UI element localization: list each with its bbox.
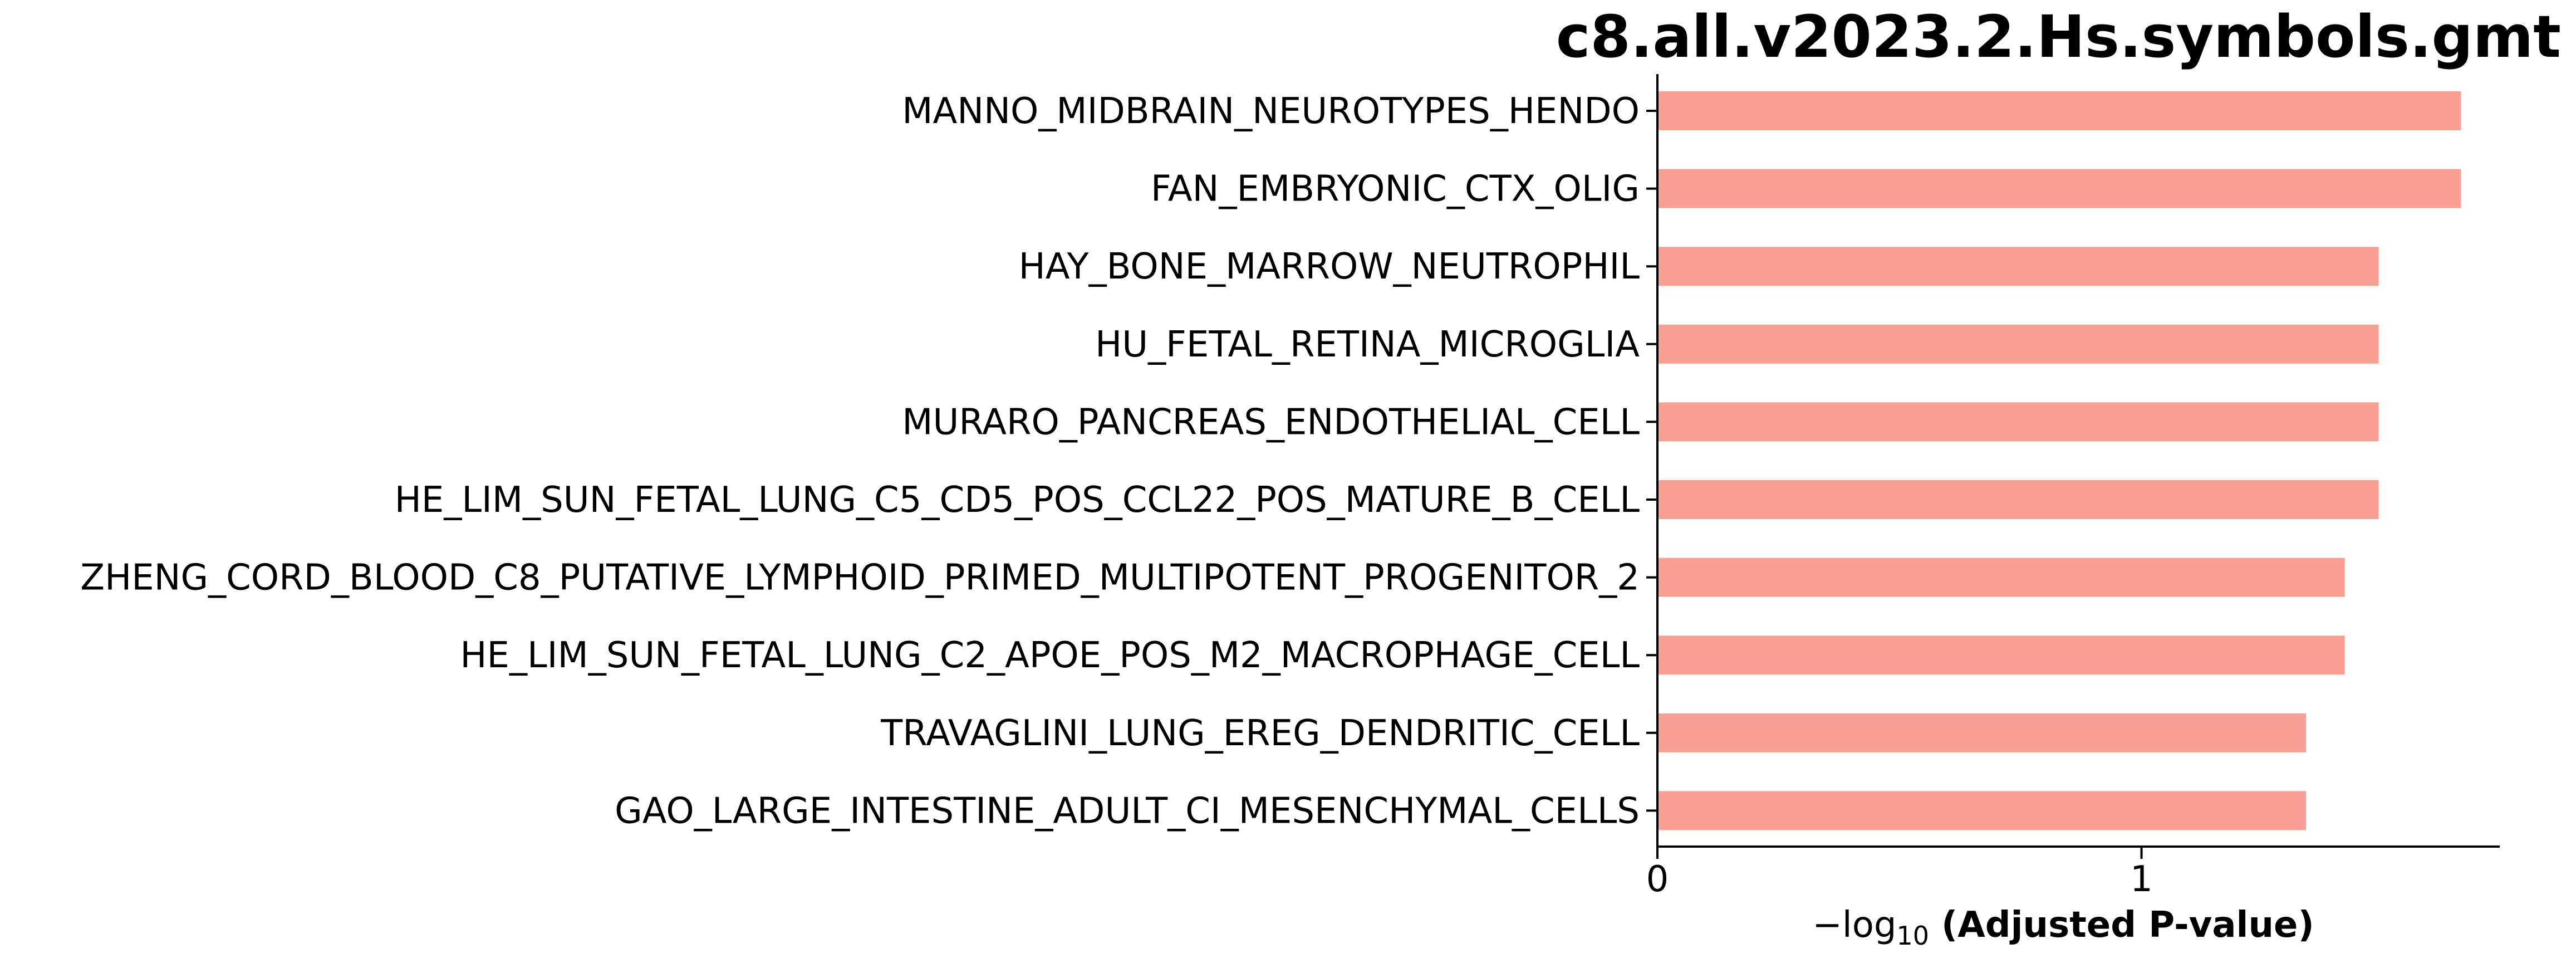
- bar-9: [1657, 791, 2307, 830]
- category-label-5: HE_LIM_SUN_FETAL_LUNG_C5_CD5_POS_CCL22_P…: [395, 480, 1640, 521]
- category-label-8: TRAVAGLINI_LUNG_EREG_DENDRITIC_CELL: [880, 713, 1640, 754]
- x-axis-label-bold: (Adjusted P-value): [1941, 905, 2314, 946]
- category-label-7: HE_LIM_SUN_FETAL_LUNG_C2_APOE_POS_M2_MAC…: [460, 635, 1640, 676]
- bar-1: [1657, 169, 2461, 208]
- category-label-3: HU_FETAL_RETINA_MICROGLIA: [1095, 324, 1640, 365]
- bar-5: [1657, 480, 2379, 519]
- bar-6: [1657, 558, 2345, 597]
- chart-title: c8.all.v2023.2.Hs.symbols.gmt: [1556, 3, 2561, 71]
- category-labels: MANNO_MIDBRAIN_NEUROTYPES_HENDO FAN_EMBRY…: [80, 91, 1657, 832]
- x-tick-label-0: 0: [1646, 859, 1669, 900]
- bar-2: [1657, 247, 2379, 286]
- x-tick-label-1: 1: [2130, 859, 2153, 900]
- bars-group: [1657, 91, 2461, 830]
- category-label-9: GAO_LARGE_INTESTINE_ADULT_CI_MESENCHYMAL…: [615, 790, 1640, 832]
- category-label-4: MURARO_PANCREAS_ENDOTHELIAL_CELL: [902, 402, 1640, 443]
- bar-7: [1657, 636, 2345, 675]
- x-axis-label-prefix: −log: [1812, 905, 1896, 946]
- bar-3: [1657, 324, 2379, 364]
- x-axis-label: −log10 (Adjusted P-value): [1812, 905, 2314, 951]
- category-label-0: MANNO_MIDBRAIN_NEUROTYPES_HENDO: [902, 91, 1640, 132]
- bar-8: [1657, 713, 2307, 752]
- x-axis-label-subscript: 10: [1896, 921, 1929, 951]
- category-label-2: HAY_BONE_MARROW_NEUTROPHIL: [1019, 246, 1640, 287]
- bar-0: [1657, 91, 2461, 130]
- category-label-1: FAN_EMBRYONIC_CTX_OLIG: [1151, 169, 1640, 210]
- category-label-6: ZHENG_CORD_BLOOD_C8_PUTATIVE_LYMPHOID_PR…: [80, 558, 1640, 599]
- bar-4: [1657, 402, 2379, 442]
